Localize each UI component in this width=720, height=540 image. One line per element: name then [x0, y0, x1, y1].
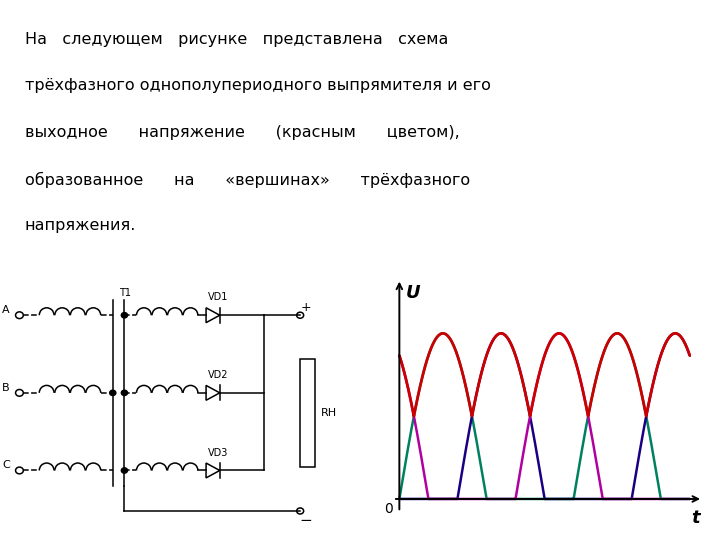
Circle shape	[121, 313, 127, 318]
Text: −: −	[300, 512, 312, 528]
Text: образованное      на      «вершинах»      трёхфазного: образованное на «вершинах» трёхфазного	[24, 172, 470, 188]
Circle shape	[121, 390, 127, 395]
Text: VD1: VD1	[208, 292, 228, 302]
Text: VD2: VD2	[208, 370, 228, 380]
Text: RH: RH	[321, 408, 337, 418]
Text: T1: T1	[119, 288, 130, 298]
Text: трёхфазного однополупериодного выпрямителя и его: трёхфазного однополупериодного выпрямите…	[24, 78, 490, 93]
Text: +: +	[301, 301, 311, 314]
Text: выходное      напряжение      (красным      цветом),: выходное напряжение (красным цветом),	[24, 125, 459, 140]
Text: U: U	[405, 284, 420, 302]
Circle shape	[121, 468, 127, 473]
Text: напряжения.: напряжения.	[24, 218, 136, 233]
Text: B: B	[2, 383, 9, 393]
Text: На   следующем   рисунке   представлена   схема: На следующем рисунке представлена схема	[24, 31, 448, 46]
Text: VD3: VD3	[208, 448, 228, 458]
Text: C: C	[2, 461, 9, 470]
Text: 0: 0	[384, 502, 393, 516]
Circle shape	[109, 390, 116, 395]
Text: t: t	[692, 509, 701, 527]
Bar	[300, 359, 315, 467]
Text: A: A	[2, 305, 9, 315]
